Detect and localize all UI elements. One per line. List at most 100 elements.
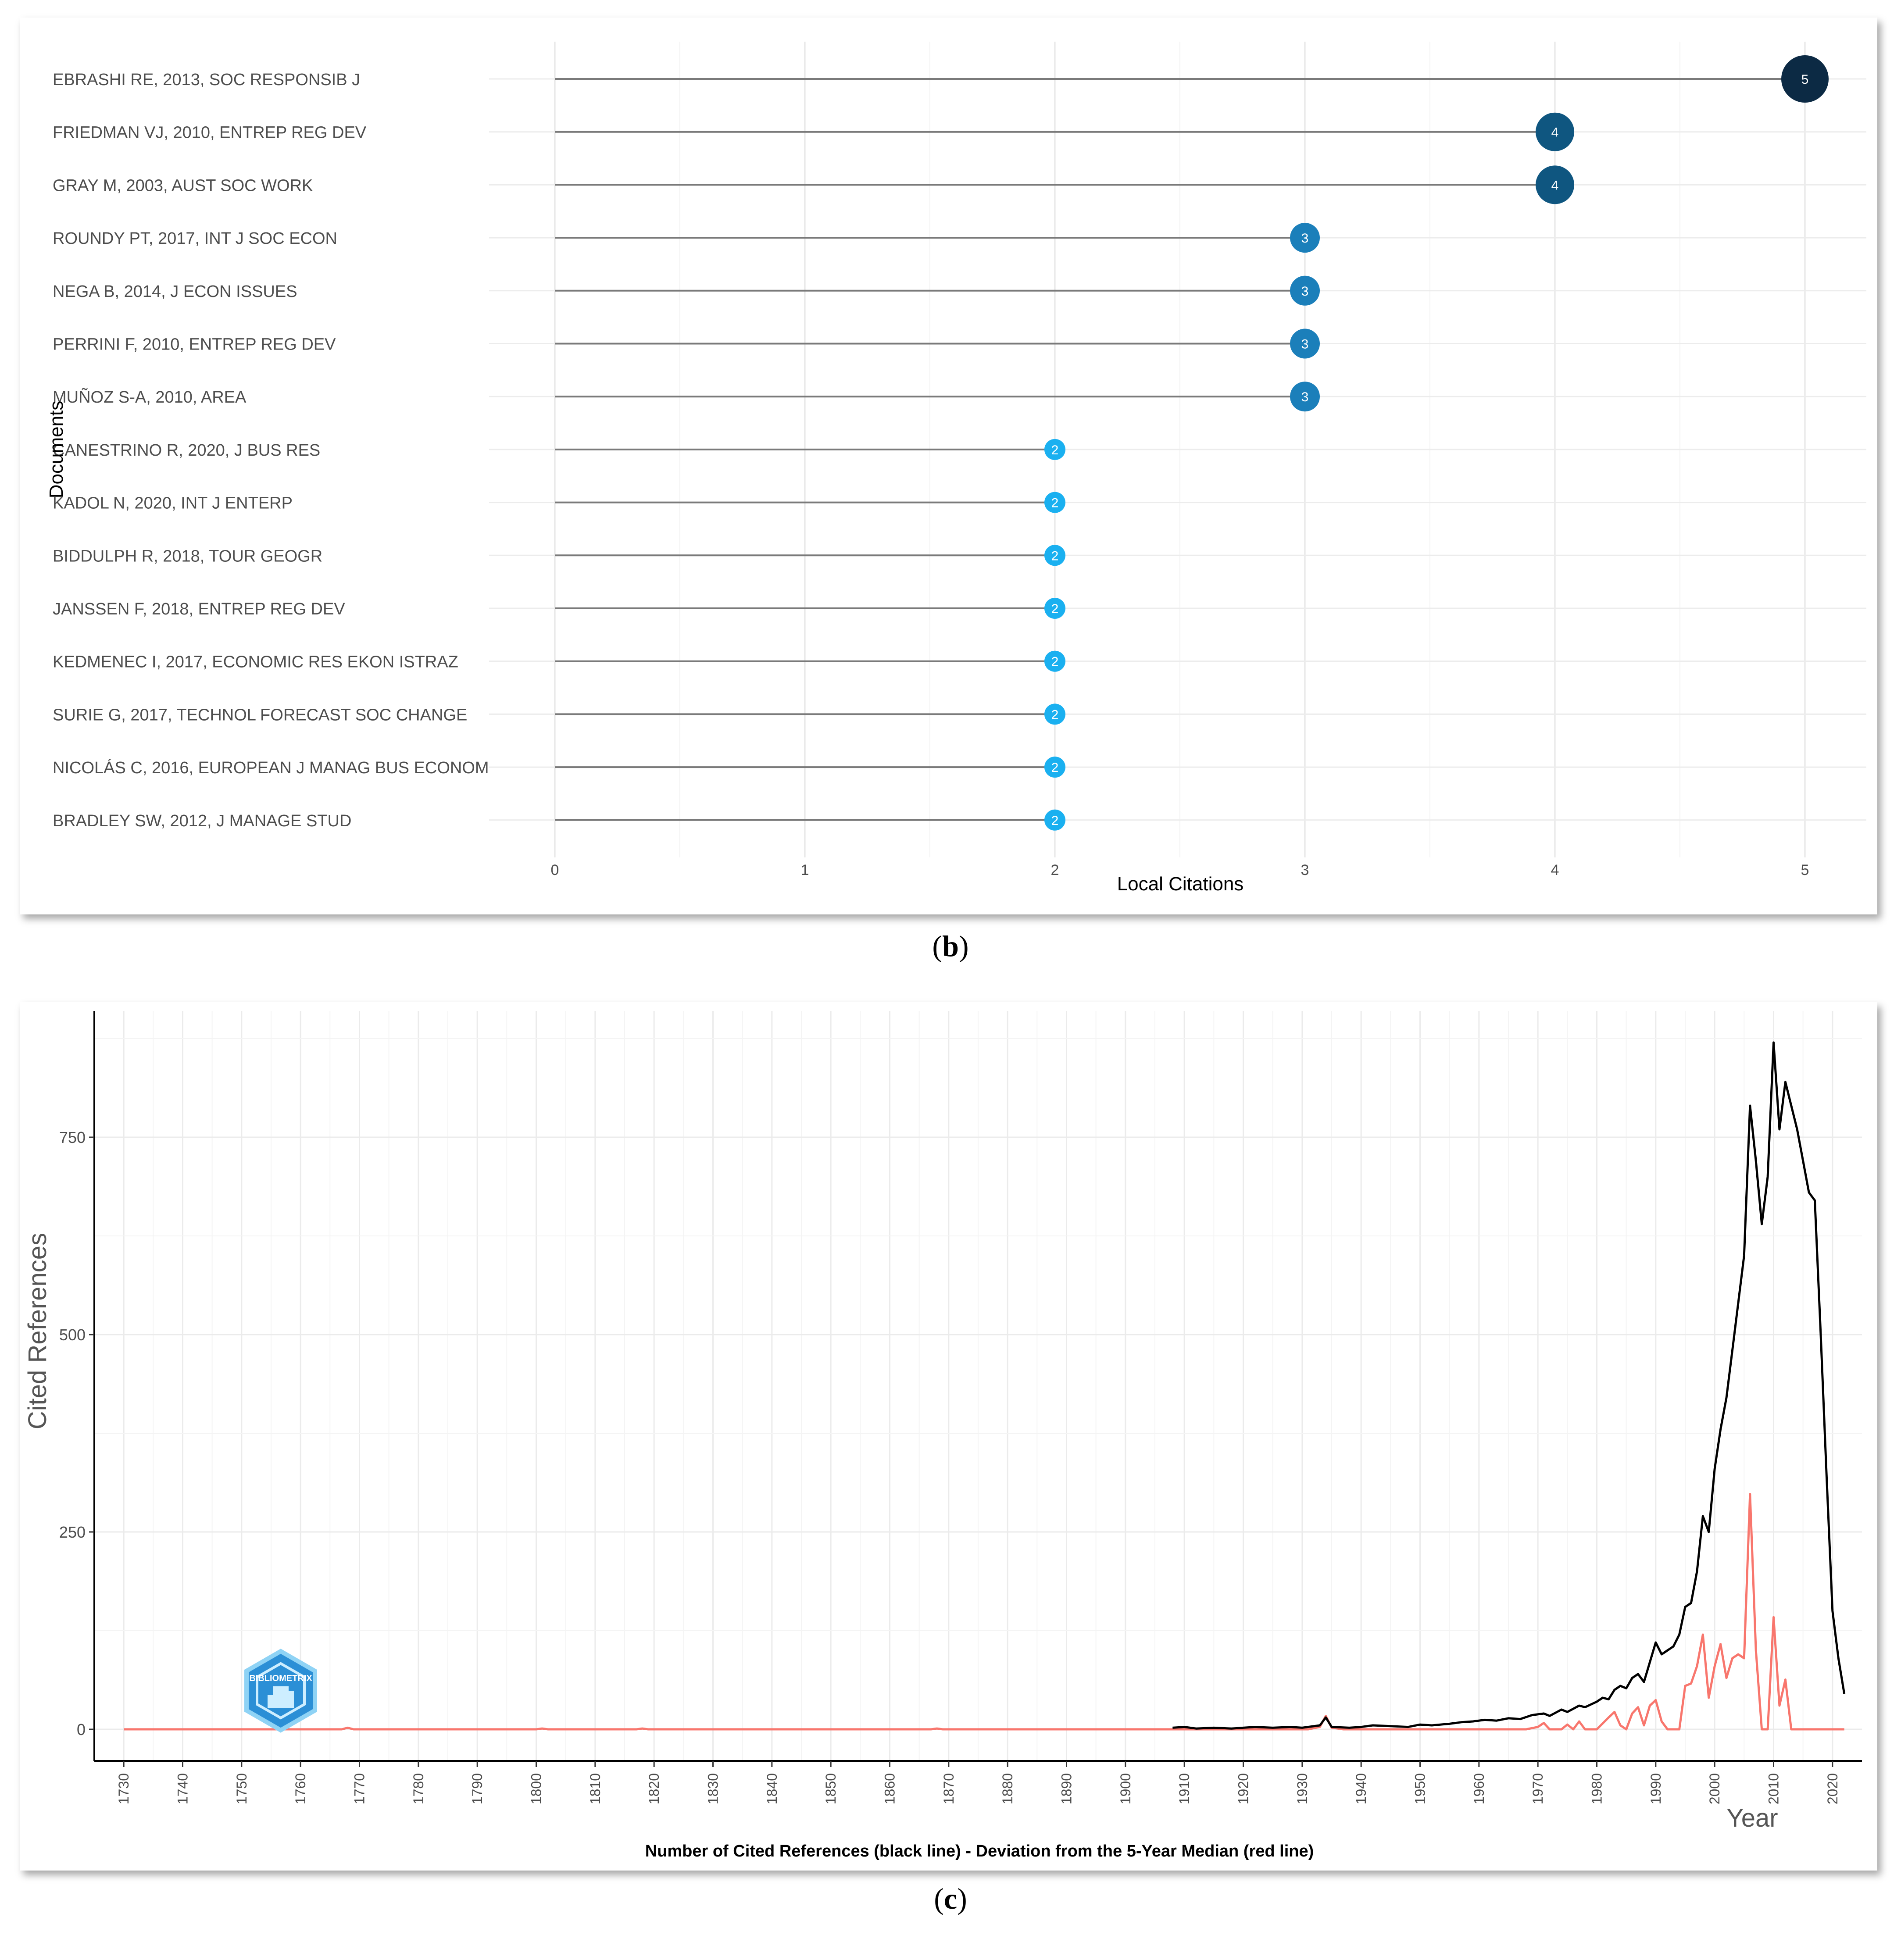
x-tick-label: 1800 xyxy=(529,1773,544,1804)
document-labels: EBRASHI RE, 2013, SOC RESPONSIB J FRIEDMA… xyxy=(53,71,489,830)
dot-value-label: 2 xyxy=(1051,814,1059,828)
document-label: EBRASHI RE, 2013, SOC RESPONSIB J xyxy=(53,71,360,89)
document-label: KADOL N, 2020, INT J ENTERP xyxy=(53,494,293,513)
median-deviation-line xyxy=(124,1493,1844,1731)
lollipop-dot xyxy=(1044,650,1065,672)
x-tick-label: 1760 xyxy=(293,1773,308,1804)
lollipop-dot xyxy=(1781,55,1829,103)
lollipop-dot xyxy=(1044,757,1065,778)
dot-value-label: 2 xyxy=(1051,707,1059,722)
x-axis-label: Local Citations xyxy=(1117,873,1244,895)
x-tick-label: 2020 xyxy=(1825,1773,1840,1804)
x-tick-label: 1910 xyxy=(1176,1773,1192,1804)
document-label: MUÑOZ S-A, 2010, AREA xyxy=(53,388,247,407)
dot-value-label: 3 xyxy=(1301,284,1309,299)
dot-value-label: 2 xyxy=(1051,655,1059,669)
dot-value-label: 2 xyxy=(1051,549,1059,563)
document-label: GRAY M, 2003, AUST SOC WORK xyxy=(53,176,313,195)
x-tick-label: 1870 xyxy=(941,1773,957,1804)
y-axis-label: Cited References xyxy=(23,1233,52,1429)
document-label: SURIE G, 2017, TECHNOL FORECAST SOC CHAN… xyxy=(53,706,467,724)
lollipop-dot xyxy=(1044,809,1065,831)
x-tick-label: 1830 xyxy=(705,1773,721,1804)
lollipop-dot xyxy=(1290,275,1320,306)
x-tick-label: 1890 xyxy=(1059,1773,1075,1804)
x-tick-label: 1990 xyxy=(1648,1773,1664,1804)
x-tick-labels: 0 1 2 3 4 5 xyxy=(551,862,1809,878)
x-tick-label: 1860 xyxy=(882,1773,898,1804)
local-citations-chart: 5 4 4 3 3 3 3 2 2 2 2 2 2 2 2 EBRASHI RE, 2013, SOC RE… xyxy=(46,42,1866,895)
x-tick-label: 0 xyxy=(551,862,559,878)
x-tick-label: 1780 xyxy=(411,1773,426,1804)
x-tick-label: 2010 xyxy=(1766,1773,1782,1804)
document-label: BRADLEY SW, 2012, J MANAGE STUD xyxy=(53,812,351,830)
y-tick-label: 0 xyxy=(77,1721,86,1739)
x-tick-label: 1960 xyxy=(1471,1773,1487,1804)
x-tick-label: 1840 xyxy=(764,1773,780,1804)
dot-value-label: 3 xyxy=(1301,231,1309,246)
caption-b-letter: b xyxy=(942,929,959,963)
document-label: PERRINI F, 2010, ENTREP REG DEV xyxy=(53,336,336,354)
document-label: BIDDULPH R, 2018, TOUR GEOGR xyxy=(53,547,322,565)
x-axis-label: Year xyxy=(1726,1804,1778,1832)
dot-value-label: 2 xyxy=(1051,496,1059,511)
x-tick-label: 1750 xyxy=(234,1773,250,1804)
x-tick-label: 1970 xyxy=(1530,1773,1546,1804)
x-tick-label: 2 xyxy=(1051,862,1059,878)
cited-references-line xyxy=(1172,1041,1846,1730)
document-label: NEGA B, 2014, J ECON ISSUES xyxy=(53,282,297,301)
x-tick-label: 1880 xyxy=(1000,1773,1015,1804)
series-lines xyxy=(124,1041,1846,1731)
x-tick-label: 1850 xyxy=(823,1773,839,1804)
lollipop-dot xyxy=(1290,223,1320,253)
x-tick-label: 1980 xyxy=(1589,1773,1605,1804)
document-label: FRIEDMAN VJ, 2010, ENTREP REG DEV xyxy=(53,124,367,142)
dot-value-label: 5 xyxy=(1801,72,1809,87)
y-tick-label: 750 xyxy=(59,1128,86,1146)
cited-references-panel: 0 250 500 750 1730 1740 1750 1760 1770 1780 1790 1… xyxy=(20,1002,1877,1871)
x-tick-label: 1740 xyxy=(175,1773,191,1804)
dot-value-label: 2 xyxy=(1051,760,1059,775)
lollipop-dots: 5 4 4 3 3 3 3 2 2 2 2 2 2 2 2 xyxy=(1044,55,1829,831)
dot-value-label: 3 xyxy=(1301,390,1309,404)
caption-c: (c) xyxy=(934,1882,967,1915)
x-tick-labels: 1730 1740 1750 1760 1770 1780 1790 1800 1810 1820… xyxy=(116,1773,1840,1804)
local-citations-panel: 5 4 4 3 3 3 3 2 2 2 2 2 2 2 2 EBRASHI RE, 2013, SOC RE… xyxy=(20,18,1877,914)
lollipop-dot xyxy=(1536,112,1574,151)
logo-text: BIBLIOMETRIX xyxy=(249,1674,312,1683)
lollipop-dot xyxy=(1044,545,1065,566)
x-tick-label: 1820 xyxy=(646,1773,662,1804)
lollipop-segments xyxy=(555,78,1805,821)
dot-value-label: 4 xyxy=(1551,178,1559,193)
dot-value-label: 4 xyxy=(1551,125,1559,140)
x-tick-label: 2000 xyxy=(1707,1773,1722,1804)
chart-subtitle: Number of Cited References (black line) … xyxy=(645,1842,1314,1860)
x-tick-label: 1930 xyxy=(1294,1773,1310,1804)
y-axis-label: Documents xyxy=(46,401,67,499)
grid xyxy=(94,1011,1862,1761)
caption-b: (b) xyxy=(932,929,969,963)
x-tick-label: 5 xyxy=(1801,862,1809,878)
lollipop-dot xyxy=(1290,382,1320,412)
document-label: NICOLÁS C, 2016, EUROPEAN J MANAG BUS EC… xyxy=(53,758,489,777)
document-label: ROUNDY PT, 2017, INT J SOC ECON xyxy=(53,229,337,248)
lollipop-dot xyxy=(1044,703,1065,725)
x-tick-label: 1790 xyxy=(469,1773,485,1804)
document-label: KEDMENEC I, 2017, ECONOMIC RES EKON ISTR… xyxy=(53,653,458,671)
x-tick-label: 1950 xyxy=(1412,1773,1428,1804)
y-tick-label: 250 xyxy=(59,1523,86,1541)
lollipop-dot xyxy=(1044,492,1065,513)
bibliometrix-logo: BIBLIOMETRIX xyxy=(244,1649,317,1733)
document-label: JANSSEN F, 2018, ENTREP REG DEV xyxy=(53,600,345,618)
dot-value-label: 3 xyxy=(1301,337,1309,352)
x-tick-label: 4 xyxy=(1551,862,1559,878)
x-tick-label: 1770 xyxy=(352,1773,368,1804)
y-tick-labels: 0 250 500 750 xyxy=(59,1128,86,1739)
lollipop-dot xyxy=(1290,328,1320,359)
document-label: CANESTRINO R, 2020, J BUS RES xyxy=(53,441,320,460)
lollipop-dot xyxy=(1044,439,1065,460)
y-tick-label: 500 xyxy=(59,1326,86,1344)
dot-value-label: 2 xyxy=(1051,602,1059,616)
lollipop-dot xyxy=(1536,165,1574,204)
